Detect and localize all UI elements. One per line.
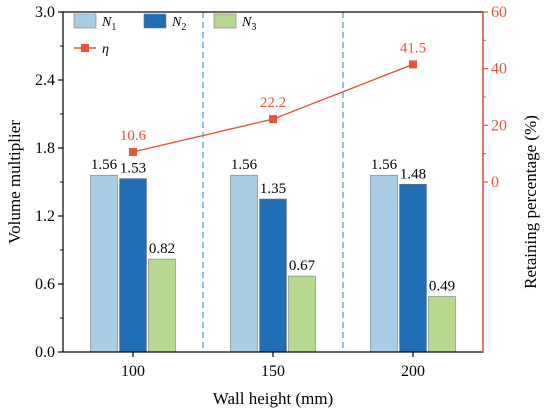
bar-value-label: 0.82 — [149, 241, 175, 257]
y-tick-label: 1.8 — [35, 140, 55, 157]
y-tick-label: 0.6 — [35, 276, 55, 293]
bar-value-label: 0.67 — [289, 258, 316, 274]
y2-tick-label: 40 — [491, 61, 507, 78]
eta-point — [129, 147, 137, 156]
bar-n1 — [370, 174, 398, 353]
x-axis-title: Wall height (mm) — [213, 389, 333, 408]
bar-n2 — [119, 178, 147, 353]
x-tick-label: 200 — [401, 363, 425, 380]
eta-line-group: 10.6 22.2 41.5 — [120, 40, 426, 156]
x-tick-label: 150 — [261, 363, 285, 380]
legend-swatch-n2 — [143, 13, 167, 29]
y2-tick-label: 60 — [491, 4, 507, 21]
y-axis-title: Volume multiplier — [5, 120, 24, 244]
bar-value-label: 1.56 — [231, 157, 258, 173]
bar-labels-group: 1.56 1.56 1.561.531.351.480.820.670.49 — [91, 157, 455, 294]
y2-tick-label: 20 — [491, 117, 507, 134]
eta-point — [269, 115, 277, 124]
bar-value-label: 1.35 — [260, 181, 286, 197]
legend-label-n2: N2 — [171, 15, 186, 33]
bar-n2 — [259, 198, 287, 353]
bar-value-label: 0.49 — [429, 278, 455, 294]
bar-n1 — [230, 174, 258, 353]
eta-value-label: 41.5 — [400, 40, 426, 56]
bar-value-label: 1.56 — [91, 157, 118, 173]
legend: N1 N2 N3 η — [73, 13, 256, 57]
x-tick-label: 100 — [121, 363, 145, 380]
y-tick-label: 2.4 — [35, 72, 55, 89]
eta-point — [409, 60, 417, 69]
y-tick-label: 3.0 — [35, 4, 55, 21]
bar-value-label: 1.53 — [120, 161, 146, 177]
eta-value-label: 22.2 — [260, 95, 286, 111]
bar-value-label: 1.56 — [371, 157, 398, 173]
bar-n2 — [399, 183, 427, 353]
axes-group: 0.0 0.6 1.2 1.8 2.4 3.0 0 20 40 60 100 150 200 — [35, 4, 507, 380]
category-separators — [202, 12, 344, 352]
bar-n3 — [288, 275, 316, 353]
y2-axis-title: Retaining percentage (%) — [521, 115, 540, 289]
legend-label-eta: η — [102, 42, 109, 57]
legend-label-n1: N1 — [101, 15, 116, 33]
legend-swatch-n3 — [213, 13, 237, 29]
legend-eta-marker — [81, 44, 89, 52]
y-tick-label: 1.2 — [35, 208, 55, 225]
y2-tick-label: 0 — [491, 174, 499, 191]
bars-group — [90, 174, 456, 353]
eta-value-label: 10.6 — [120, 128, 147, 144]
bar-n3 — [428, 296, 456, 353]
bar-value-label: 1.48 — [400, 166, 426, 182]
y-tick-label: 0.0 — [35, 344, 55, 361]
bar-n1 — [90, 174, 118, 353]
legend-label-n3: N3 — [241, 15, 256, 33]
legend-swatch-n1 — [73, 13, 97, 29]
bar-n3 — [148, 258, 176, 353]
